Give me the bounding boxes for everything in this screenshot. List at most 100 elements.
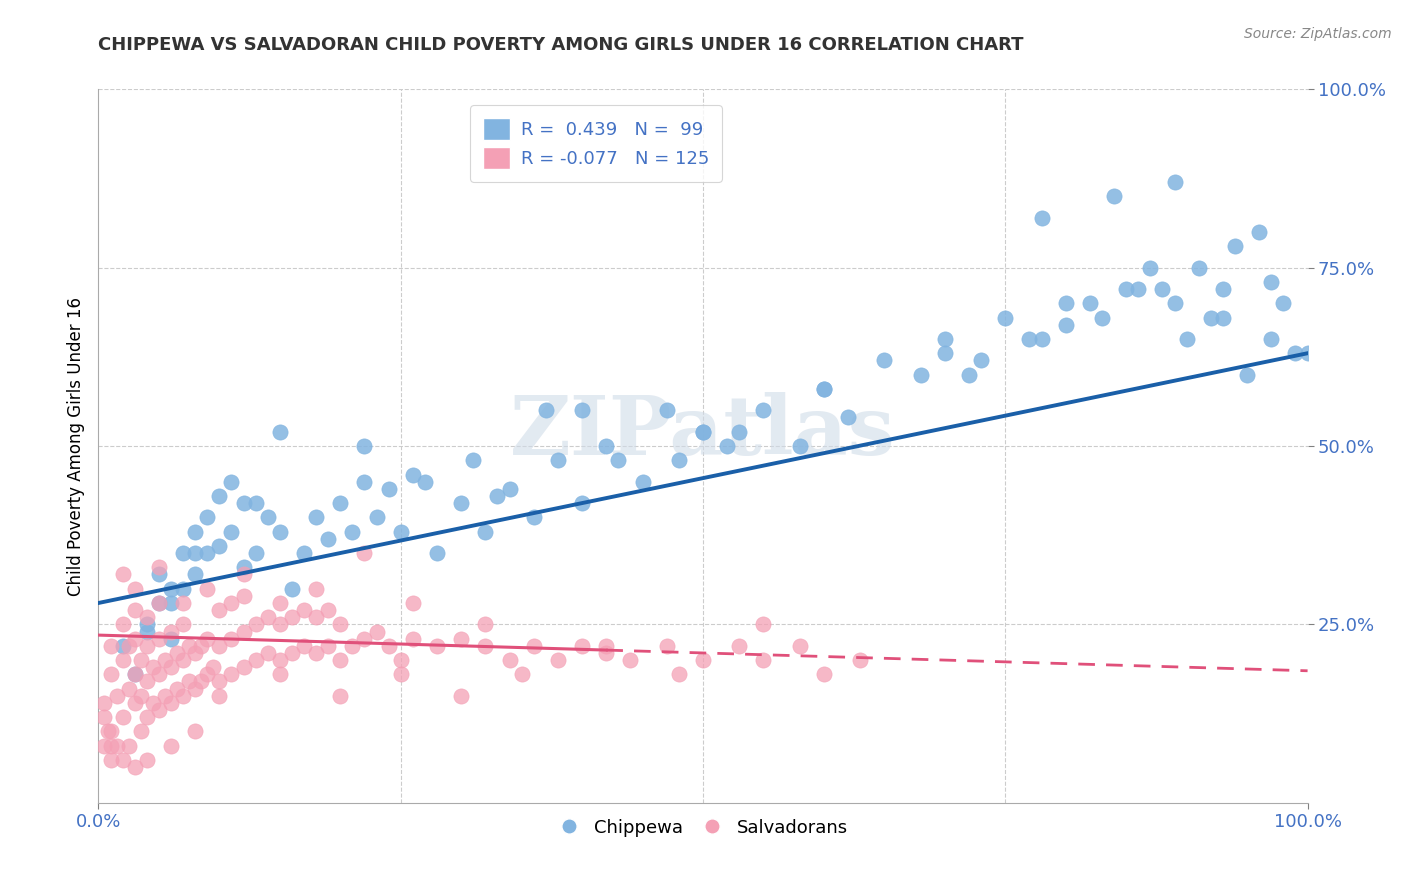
Point (571, 496, 593, 510)
Point (105, 689, 128, 703)
Point (97, 724, 120, 739)
Point (202, 660, 225, 674)
Point (377, 482, 399, 496)
Point (160, 582, 183, 596)
Point (631, 475, 654, 489)
Point (595, 639, 617, 653)
Point (269, 425, 291, 439)
Point (148, 703, 170, 717)
Point (752, 617, 775, 632)
Point (221, 667, 243, 681)
Point (728, 425, 751, 439)
Point (148, 632, 170, 646)
Point (292, 546, 315, 560)
Point (474, 639, 496, 653)
Point (195, 546, 218, 560)
Point (813, 667, 835, 681)
Point (184, 646, 207, 660)
Point (486, 489, 509, 503)
Point (111, 653, 134, 667)
Point (124, 667, 146, 681)
Point (195, 632, 218, 646)
Point (172, 689, 194, 703)
Point (118, 639, 141, 653)
Point (474, 617, 496, 632)
Point (402, 596, 425, 610)
Point (1296, 346, 1319, 360)
Point (994, 310, 1017, 325)
Point (245, 617, 267, 632)
Point (100, 739, 122, 753)
Point (256, 646, 278, 660)
Point (281, 646, 304, 660)
Point (195, 510, 218, 524)
Point (1163, 175, 1185, 189)
Text: ZIPatlas: ZIPatlas (510, 392, 896, 472)
Point (692, 425, 714, 439)
Point (353, 546, 375, 560)
Point (111, 617, 134, 632)
Point (269, 596, 291, 610)
Point (389, 667, 412, 681)
Point (305, 510, 328, 524)
Point (269, 524, 291, 539)
Point (208, 689, 231, 703)
Point (269, 653, 291, 667)
Point (510, 667, 533, 681)
Point (1018, 332, 1040, 346)
Point (692, 653, 714, 667)
Point (256, 610, 278, 624)
Point (789, 439, 811, 453)
Point (292, 639, 315, 653)
Point (124, 760, 146, 774)
Legend: Chippewa, Salvadorans: Chippewa, Salvadorans (551, 812, 855, 844)
Point (402, 467, 425, 482)
Point (1260, 275, 1282, 289)
Point (172, 582, 194, 596)
Point (245, 546, 267, 560)
Point (957, 368, 980, 382)
Point (208, 539, 231, 553)
Point (413, 475, 436, 489)
Point (172, 653, 194, 667)
Point (849, 653, 872, 667)
Point (813, 382, 835, 396)
Point (655, 639, 678, 653)
Point (547, 653, 569, 667)
Point (142, 696, 165, 710)
Point (281, 610, 304, 624)
Point (366, 624, 388, 639)
Point (353, 475, 375, 489)
Point (329, 617, 352, 632)
Point (208, 639, 231, 653)
Point (329, 689, 352, 703)
Point (316, 639, 339, 653)
Point (595, 439, 617, 453)
Point (450, 689, 472, 703)
Point (111, 710, 134, 724)
Point (752, 403, 775, 417)
Point (1102, 189, 1125, 203)
Point (571, 403, 593, 417)
Point (366, 510, 388, 524)
Point (450, 496, 472, 510)
Point (166, 681, 188, 696)
Point (402, 632, 425, 646)
Point (463, 453, 485, 467)
Point (190, 639, 212, 653)
Point (1199, 310, 1222, 325)
Point (160, 696, 183, 710)
Point (1163, 296, 1185, 310)
Point (184, 724, 207, 739)
Point (571, 639, 593, 653)
Point (426, 639, 449, 653)
Point (111, 567, 134, 582)
Point (93, 710, 115, 724)
Point (179, 639, 201, 653)
Point (1078, 296, 1101, 310)
Point (305, 610, 328, 624)
Point (1175, 332, 1198, 346)
Point (316, 532, 339, 546)
Point (934, 332, 956, 346)
Point (160, 596, 183, 610)
